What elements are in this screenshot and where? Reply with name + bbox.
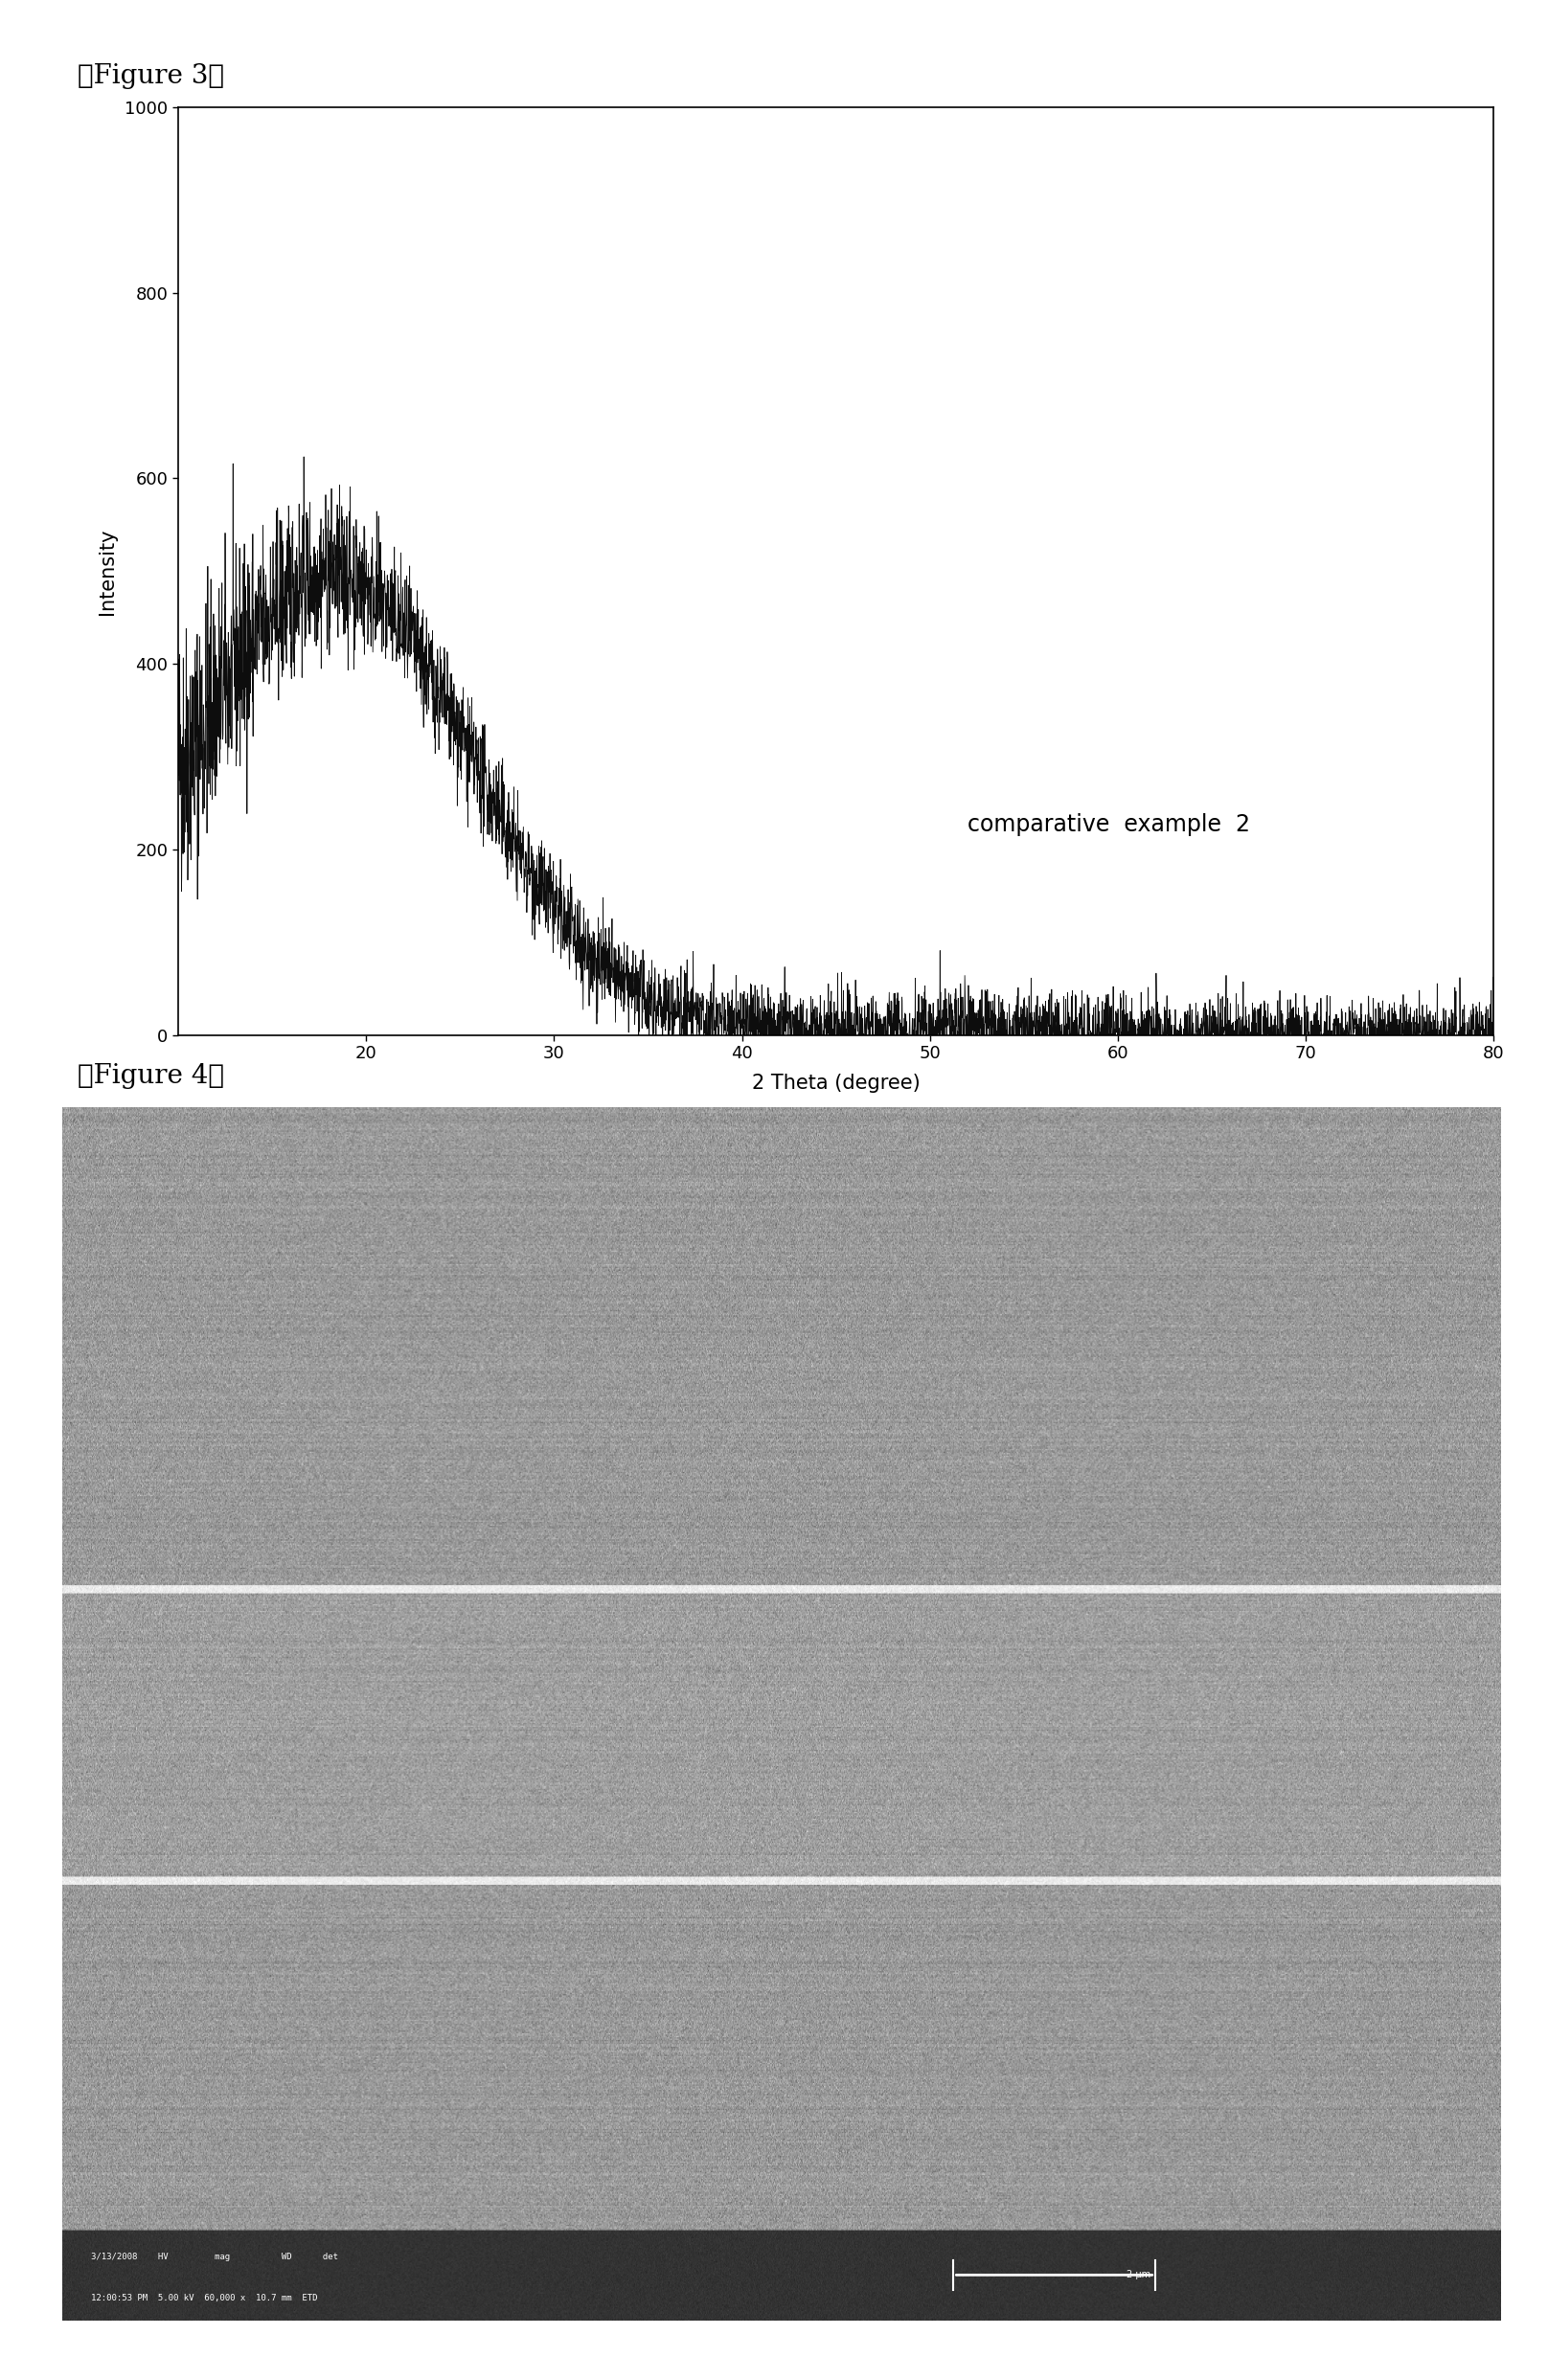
Text: 《Figure 3》: 《Figure 3》 <box>77 64 224 88</box>
Text: 12:00:53 PM  5.00 kV  60,000 x  10.7 mm  ETD: 12:00:53 PM 5.00 kV 60,000 x 10.7 mm ETD <box>91 2294 317 2301</box>
Text: 《Figure 4》: 《Figure 4》 <box>77 1064 224 1088</box>
Y-axis label: Intensity: Intensity <box>98 528 116 614</box>
Text: 2 μm: 2 μm <box>1125 2271 1150 2280</box>
X-axis label: 2 Theta (degree): 2 Theta (degree) <box>752 1073 920 1092</box>
Text: 3/13/2008    HV         mag          WD      det: 3/13/2008 HV mag WD det <box>91 2251 337 2261</box>
Text: comparative  example  2: comparative example 2 <box>968 814 1251 835</box>
